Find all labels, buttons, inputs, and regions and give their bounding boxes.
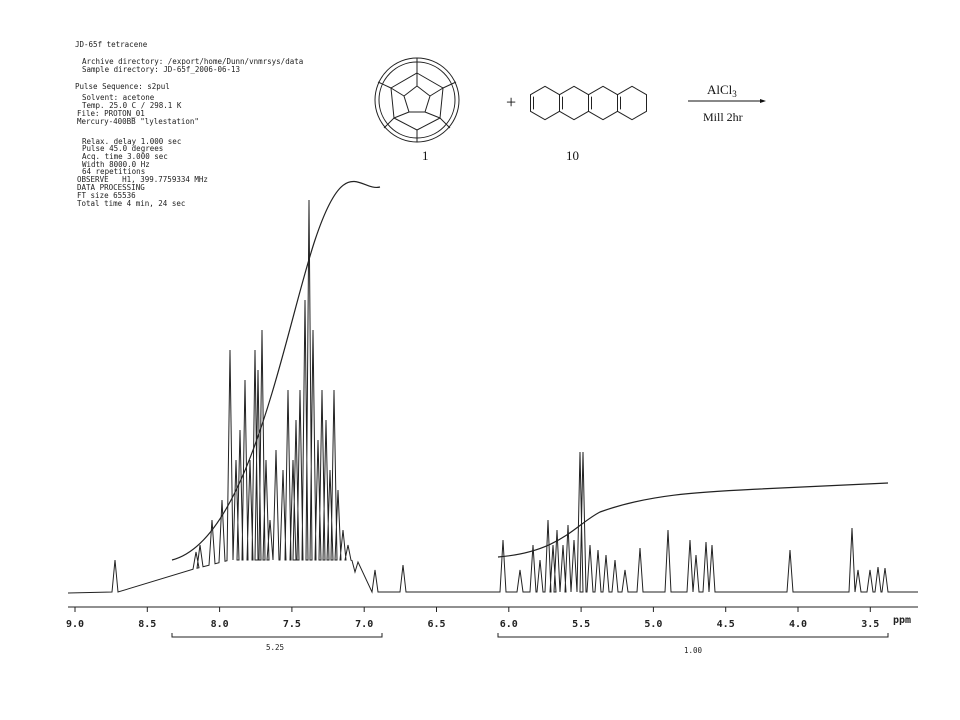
reagent: AlCl3 bbox=[707, 82, 737, 99]
parameter-line: Total time 4 min, 24 sec bbox=[77, 199, 185, 208]
integral-value: 1.00 bbox=[684, 646, 703, 655]
c60-structure bbox=[374, 57, 460, 143]
tick-label: 5.0 bbox=[644, 619, 662, 630]
integral-bracket bbox=[497, 633, 889, 638]
axis-ticks: 9.0 8.5 8.0 7.5 7.0 6.5 6.0 5.5 5.0 4.5 4.0 3.5 bbox=[66, 607, 879, 630]
parameter-line: OBSERVE H1, 399.7759334 MHz bbox=[77, 175, 208, 184]
tick-label: 3.5 bbox=[861, 619, 879, 630]
parameter-line: Solvent: acetone bbox=[82, 93, 155, 102]
reagent-subscript: 3 bbox=[732, 89, 737, 99]
integral-curve bbox=[171, 180, 381, 561]
experiment-title: JD-65f tetracene bbox=[75, 40, 148, 49]
parameter-line: Archive directory: /export/home/Dunn/vnm… bbox=[82, 57, 303, 66]
compound-label: 10 bbox=[566, 148, 579, 163]
parameter-line: Width 8000.0 Hz bbox=[82, 160, 150, 169]
parameter-line: 64 repetitions bbox=[82, 167, 145, 176]
ring bbox=[617, 85, 647, 121]
parameter-line: DATA PROCESSING bbox=[77, 183, 145, 192]
tick-label: 8.0 bbox=[211, 619, 229, 630]
parameter-line: Mercury-400BB "lylestation" bbox=[77, 117, 199, 126]
arrow-head bbox=[760, 99, 766, 103]
axis-unit: ppm bbox=[893, 615, 911, 626]
parameter-line: Sample directory: JD-65f_2006-06-13 bbox=[82, 65, 240, 74]
parameter-line: Temp. 25.0 C / 298.1 K bbox=[82, 101, 182, 110]
tick-label: 6.5 bbox=[427, 619, 445, 630]
tick-label: 5.5 bbox=[572, 619, 590, 630]
tick-label: 7.5 bbox=[283, 619, 301, 630]
ring bbox=[588, 85, 618, 121]
plus-sign: + bbox=[506, 92, 516, 112]
parameter-line: FT size 65536 bbox=[77, 191, 136, 200]
ring bbox=[530, 85, 560, 121]
tick-label: 4.0 bbox=[789, 619, 807, 630]
integral-value: 5.25 bbox=[266, 643, 284, 652]
spectrum-trace bbox=[67, 199, 918, 594]
parameter-line: Acq. time 3.000 sec bbox=[82, 152, 168, 161]
tick-label: 6.0 bbox=[500, 619, 518, 630]
integral-bracket bbox=[171, 633, 383, 638]
reagent-text: AlCl bbox=[707, 82, 733, 97]
tick-label: 9.0 bbox=[66, 619, 84, 630]
compound-label: 1 bbox=[422, 148, 429, 163]
parameter-line: Pulse 45.0 degrees bbox=[82, 144, 163, 153]
parameter-line: Relax. delay 1.000 sec bbox=[82, 137, 181, 146]
condition: Mill 2hr bbox=[703, 110, 743, 124]
ring bbox=[559, 85, 589, 121]
parameter-line: Pulse Sequence: s2pul bbox=[75, 82, 170, 91]
tick-label: 4.5 bbox=[717, 619, 735, 630]
parameter-line: File: PROTON_01 bbox=[77, 109, 145, 118]
tick-label: 8.5 bbox=[138, 619, 156, 630]
tick-label: 7.0 bbox=[355, 619, 373, 630]
tetracene-structure bbox=[530, 85, 647, 121]
